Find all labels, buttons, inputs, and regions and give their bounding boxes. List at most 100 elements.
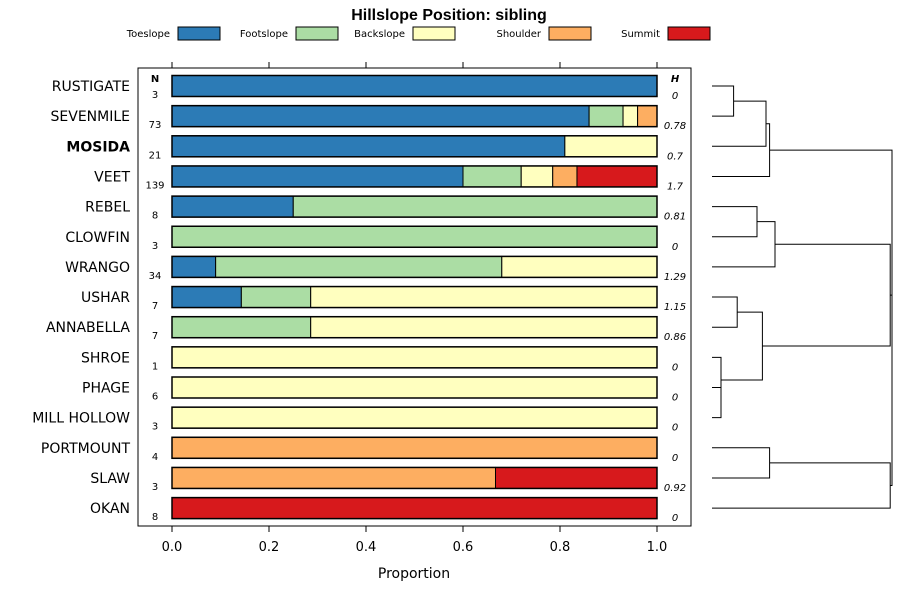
h-value-shroe: 0 — [672, 362, 678, 373]
legend-swatch-toeslope — [177, 26, 221, 41]
x-tick-label-1: 0.2 — [259, 540, 280, 555]
bar-outline-okan — [171, 496, 658, 520]
dendrogram-branch-6 — [712, 387, 722, 419]
bar-outline-annabella — [171, 315, 658, 339]
n-value-ushar: 7 — [152, 301, 158, 312]
row-label-shroe: SHROE — [81, 350, 130, 366]
row-label-rustigate: RUSTIGATE — [52, 79, 130, 95]
chart-title: Hillslope Position: sibling — [351, 7, 547, 24]
h-value-veet: 1.7 — [667, 181, 684, 192]
bar-outline-veet — [171, 165, 658, 188]
bar-outline-ushar — [171, 285, 658, 309]
bar-veet-footslope — [462, 165, 522, 188]
h-value-mill-hollow: 0 — [672, 423, 678, 434]
bar-rebel-toeslope — [171, 195, 294, 218]
bar-rebel-footslope — [292, 195, 658, 218]
bar-ushar-backslope — [310, 286, 658, 309]
row-label-slaw: SLAW — [90, 471, 130, 487]
bar-ushar-footslope — [240, 286, 312, 309]
legend-label-backslope: Backslope — [354, 29, 405, 40]
legend-swatch-backslope — [412, 26, 456, 41]
plot-area: 0.0 0.2 0.4 0.6 0.8 1.0 N H RUSTIGATE 3 0 SEVENMILE… — [32, 62, 692, 555]
dendrogram-branch-8 — [721, 311, 763, 381]
h-value-portmount: 0 — [672, 453, 678, 464]
h-value-wrango: 1.29 — [664, 272, 686, 283]
h-value-clowfin: 0 — [672, 242, 678, 253]
x-tick-label-5: 1.0 — [647, 540, 668, 555]
x-tick-label-3: 0.6 — [453, 540, 474, 555]
dendrogram-branch-2 — [712, 123, 771, 177]
h-value-sevenmile: 0.78 — [664, 121, 686, 132]
h-value-slaw: 0.92 — [664, 483, 686, 494]
legend-label-summit: Summit — [621, 29, 660, 40]
dendrogram-branch-0 — [712, 85, 735, 117]
bar-sevenmile-toeslope — [171, 105, 590, 128]
n-value-veet: 139 — [145, 180, 164, 191]
bar-outline-rebel — [171, 195, 658, 218]
bar-sevenmile-backslope — [622, 105, 639, 128]
bar-mill-hollow-backslope — [171, 406, 658, 429]
dendrogram-branch-7 — [712, 356, 722, 403]
bar-portmount-shoulder — [171, 436, 658, 459]
dendrogram-branch-3 — [712, 206, 758, 238]
x-tick-label-4: 0.8 — [550, 540, 571, 555]
bar-outline-clowfin — [171, 225, 658, 248]
row-label-sevenmile: SEVENMILE — [51, 109, 130, 125]
bar-sevenmile-footslope — [588, 105, 624, 128]
h-value-annabella: 0.86 — [664, 332, 686, 343]
x-tick-label-2: 0.4 — [356, 540, 377, 555]
bar-outline-mill-hollow — [171, 406, 658, 429]
n-value-okan: 8 — [152, 512, 158, 523]
row-label-wrango: WRANGO — [65, 260, 130, 276]
row-label-annabella: ANNABELLA — [46, 320, 130, 336]
legend-label-shoulder: Shoulder — [496, 29, 541, 40]
legend-swatch-footslope — [295, 26, 339, 41]
dendrogram-branch-5 — [712, 296, 738, 328]
row-label-portmount: PORTMOUNT — [41, 441, 131, 457]
bar-rustigate-toeslope — [171, 75, 658, 97]
bar-veet-shoulder — [552, 165, 578, 188]
bar-wrango-footslope — [215, 255, 503, 278]
x-tick-label-0: 0.0 — [162, 540, 183, 555]
n-value-wrango: 34 — [149, 271, 162, 282]
legend: Toeslope Footslope Backslope Shoulder Summit — [126, 26, 711, 41]
n-value-annabella: 7 — [152, 331, 158, 342]
n-value-sevenmile: 73 — [149, 120, 162, 131]
bar-outline-rustigate — [171, 74, 658, 98]
bar-wrango-backslope — [501, 255, 658, 278]
bar-sevenmile-shoulder — [637, 105, 658, 128]
n-value-clowfin: 3 — [152, 241, 158, 252]
dendrogram-branch-9 — [712, 447, 771, 479]
bar-outline-slaw — [171, 466, 658, 490]
row-label-phage: PHAGE — [82, 381, 130, 397]
n-value-mosida: 21 — [149, 150, 162, 161]
h-value-okan: 0 — [672, 513, 678, 524]
h-column-header: H — [671, 74, 680, 85]
bar-phage-backslope — [171, 376, 658, 399]
n-column-header: N — [151, 74, 159, 85]
row-label-ushar: USHAR — [81, 290, 130, 306]
bar-clowfin-footslope — [171, 225, 658, 248]
bar-mosida-backslope — [564, 135, 658, 158]
bar-mosida-toeslope — [171, 135, 566, 158]
row-label-clowfin: CLOWFIN — [65, 230, 130, 246]
n-value-slaw: 3 — [152, 482, 158, 493]
bar-shroe-backslope — [171, 346, 658, 369]
plot-frame — [137, 67, 692, 527]
n-value-rustigate: 3 — [152, 90, 158, 101]
bar-veet-summit — [576, 165, 658, 188]
row-label-mill-hollow: MILL HOLLOW — [32, 411, 130, 427]
h-value-mosida: 0.7 — [667, 151, 684, 162]
bar-okan-summit — [171, 497, 658, 520]
dendrogram-branch-12 — [712, 462, 891, 509]
bar-outline-sevenmile — [171, 104, 658, 128]
legend-swatch-summit — [667, 26, 711, 41]
dendrogram-branch-13 — [890, 222, 893, 486]
legend-label-footslope: Footslope — [240, 29, 288, 40]
bar-ushar-toeslope — [171, 286, 242, 309]
bar-wrango-toeslope — [171, 255, 217, 278]
n-value-rebel: 8 — [152, 211, 158, 222]
bar-veet-backslope — [520, 165, 554, 188]
bar-outline-portmount — [171, 436, 658, 460]
